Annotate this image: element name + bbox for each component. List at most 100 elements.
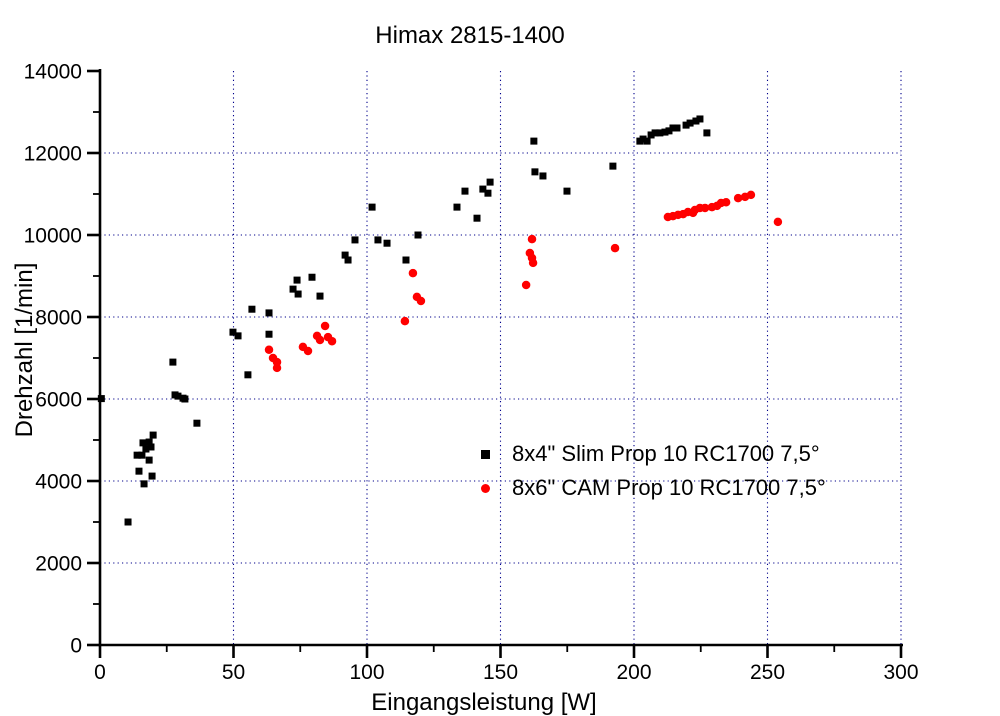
data-point-square [647,131,655,139]
data-point-square [484,189,492,197]
data-point-circle [408,268,418,278]
data-point-square [149,431,157,439]
data-point-square [609,162,617,170]
legend-item: 8x6" CAM Prop 10 RC1700 7,5° [470,471,826,505]
x-tick-label: 50 [222,661,245,684]
data-point-circle [400,316,410,326]
data-point-circle [315,335,325,345]
series-cam-prop [264,190,783,373]
data-point-square [248,305,256,313]
data-point-circle [416,296,426,306]
axis-ticks [87,69,903,658]
y-tick-label: 4000 [35,471,82,494]
data-point-square [368,203,376,211]
data-point-square [140,480,148,488]
data-point-square [135,467,143,475]
data-point-square [341,251,349,259]
data-point-square [682,121,690,129]
x-tick-label: 200 [616,661,651,684]
y-tick-label: 12000 [24,143,82,166]
data-point-square [145,438,153,446]
data-point-square [656,129,664,137]
data-point-square [531,168,539,176]
data-point-circle [303,346,313,356]
data-point-square [234,332,242,340]
gridlines [100,71,902,645]
data-point-circle [733,193,743,203]
chart-title: Himax 2815-1400 [375,22,565,49]
data-point-square [692,117,700,125]
data-point-square [383,239,391,247]
axes [98,69,903,647]
data-point-square [651,129,659,137]
data-point-circle [521,280,531,290]
data-point-square [145,456,153,464]
data-point-circle [528,258,538,268]
legend-marker-square-icon [470,449,500,459]
data-point-square [703,129,711,137]
y-tick-label: 8000 [35,307,82,330]
data-point-square [563,187,571,195]
data-point-square [316,292,324,300]
x-tick-label: 250 [750,661,785,684]
data-point-square [661,128,669,136]
data-point-square [374,236,382,244]
data-point-square [181,395,189,403]
legend-item: 8x4" Slim Prop 10 RC1700 7,5° [470,437,826,471]
data-point-square [453,203,461,211]
data-point-circle [527,234,537,244]
data-point-square [265,309,273,317]
data-point-square [486,178,494,186]
data-point-square [97,395,105,403]
data-point-square [138,451,146,459]
data-point-square [669,124,677,132]
data-point-square [402,256,410,264]
data-point-circle [746,190,756,200]
data-point-square [479,185,487,193]
data-point-square [414,231,422,239]
x-tick-label: 300 [883,661,918,684]
data-point-square [193,419,201,427]
data-point-square [169,358,177,366]
data-point-square [148,472,156,480]
tick-labels: 0 2000 4000 6000 8000 10000 12000 14000 0 50 100 15… [24,61,919,685]
data-point-square [308,273,316,281]
data-point-square [142,445,150,453]
y-axis-label: Drehzahl [1/min] [11,262,38,438]
data-point-square [351,236,359,244]
data-point-square [147,443,155,451]
y-tick-label: 10000 [24,225,82,248]
data-point-square [229,328,237,336]
data-point-square [294,290,302,298]
legend: 8x4" Slim Prop 10 RC1700 7,5° 8x6" CAM P… [470,437,826,505]
data-point-square [673,124,681,132]
legend-item-label: 8x4" Slim Prop 10 RC1700 7,5° [512,441,820,466]
data-point-square [244,371,252,379]
data-point-square [133,451,141,459]
data-point-square [665,127,673,135]
data-point-square [473,214,481,222]
x-tick-label: 0 [94,661,106,684]
data-point-circle [773,217,783,227]
data-point-circle [721,197,731,207]
data-point-circle [264,345,274,355]
x-tick-label: 100 [349,661,384,684]
x-tick-label: 150 [483,661,518,684]
data-point-square [265,330,273,338]
data-point-square [530,137,538,145]
data-point-square [686,119,694,127]
data-point-square [696,115,704,123]
data-point-circle [320,321,330,331]
data-point-square [124,518,132,526]
legend-marker-circle-icon [470,483,500,493]
series-slim-prop [97,115,711,526]
data-point-circle [610,243,620,253]
data-point-square [643,137,651,145]
data-point-square [139,439,147,447]
legend-item-label: 8x6" CAM Prop 10 RC1700 7,5° [512,475,826,500]
data-point-square [639,135,647,143]
y-tick-label: 0 [70,635,82,658]
x-axis-label: Eingangsleistung [W] [371,689,597,716]
